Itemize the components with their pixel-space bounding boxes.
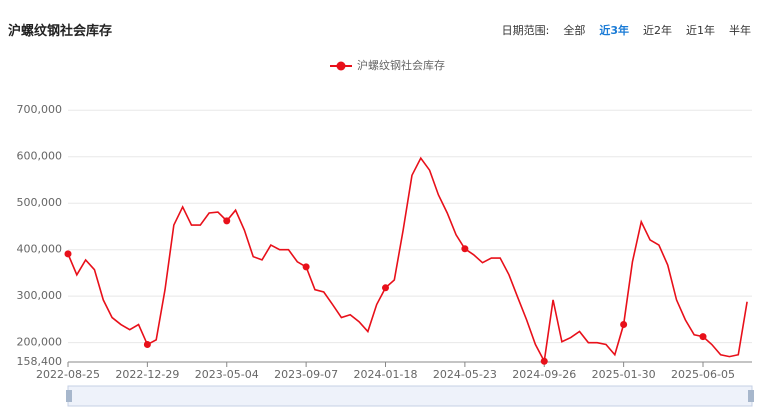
x-tick-label: 2025-01-30 [592,368,656,381]
zoom-slider[interactable] [67,385,753,407]
x-tick-label: 2024-05-23 [433,368,497,381]
slider-handle[interactable] [748,390,754,402]
data-point [382,284,389,292]
range-label: 日期范围: [501,24,550,37]
date-range: 日期范围: 全部 近3年 近2年 近1年 半年 [502,22,751,38]
x-tick-label: 2024-01-18 [354,368,418,381]
range-option[interactable]: 半年 [729,24,751,37]
slider-handle[interactable] [66,390,72,402]
legend-label: 沪螺纹钢社会库存 [357,58,445,72]
data-point [143,341,151,349]
x-tick-label: 2025-06-05 [671,368,735,381]
data-line [67,156,748,364]
x-tick-label: 2023-09-07 [274,368,338,381]
range-option[interactable]: 近2年 [643,24,672,37]
legend-marker [336,61,346,71]
y-tick-label: 300,000 [17,289,63,302]
y-tick-label: 400,000 [17,243,63,256]
page-title: 沪螺纹钢社会库存 [8,24,113,39]
range-option[interactable]: 近1年 [686,24,715,37]
x-tick-label: 2024-09-26 [512,368,576,381]
y-tick-label: 158,400 [17,355,63,368]
range-option[interactable]: 近3年 [599,24,629,37]
y-tick-label: 200,000 [17,336,63,349]
data-point [620,321,628,329]
x-tick-label: 2022-08-25 [36,368,100,381]
data-point [699,333,707,341]
y-tick-label: 600,000 [17,150,63,163]
data-point [540,357,548,365]
data-point [461,245,469,253]
data-point [64,250,72,258]
data-point [223,217,231,225]
y-tick-label: 500,000 [17,196,63,209]
range-option[interactable]: 全部 [563,24,586,37]
x-tick-label: 2023-05-04 [195,368,259,381]
x-tick-label: 2022-12-29 [115,368,179,381]
y-tick-label: 700,000 [17,103,63,116]
data-point [302,263,310,271]
